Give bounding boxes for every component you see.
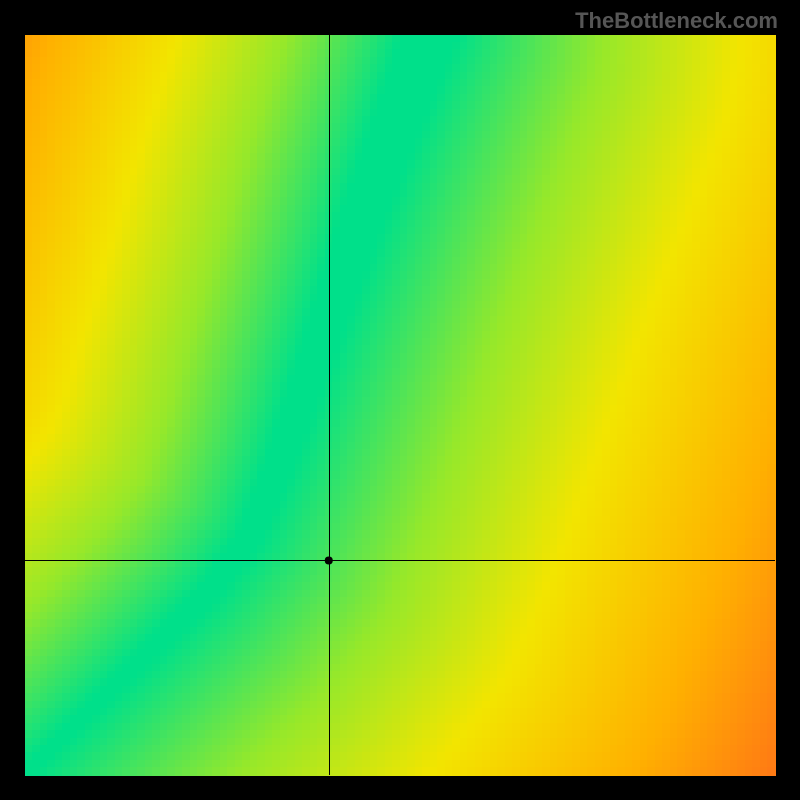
chart-container: TheBottleneck.com	[0, 0, 800, 800]
heatmap-canvas	[0, 0, 800, 800]
watermark-text: TheBottleneck.com	[575, 8, 778, 34]
